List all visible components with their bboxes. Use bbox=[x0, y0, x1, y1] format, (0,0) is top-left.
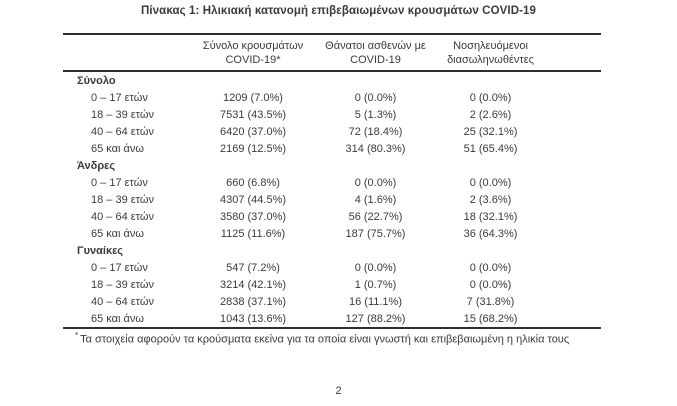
header-line: Σύνολο κρουσμάτων bbox=[202, 39, 304, 52]
data-table: Σύνολο κρουσμάτων COVID-19* Θάνατοι ασθε… bbox=[63, 33, 601, 329]
cell-cases: 1043 (13.6%) bbox=[219, 312, 287, 325]
cell-cases: 7531 (43.5%) bbox=[219, 108, 287, 121]
age-group-label: 65 και άνω bbox=[91, 142, 144, 155]
cell-intubated: 2 (2.6%) bbox=[469, 108, 512, 121]
cell-deaths: 56 (22.7%) bbox=[348, 210, 403, 223]
cell-deaths: 127 (88.2%) bbox=[345, 312, 406, 325]
cell-deaths: 314 (80.3%) bbox=[345, 142, 406, 155]
cell-intubated: 25 (32.1%) bbox=[463, 125, 518, 138]
cell-deaths: 72 (18.4%) bbox=[348, 125, 403, 138]
cell-deaths: 187 (75.7%) bbox=[345, 227, 406, 240]
table-footnote: * Τα στοιχεία αφορούν τα κρούσματα εκείνα… bbox=[63, 331, 623, 346]
header-line: Θάνατοι ασθενών με bbox=[325, 39, 426, 52]
cell-deaths: 0 (0.0%) bbox=[354, 91, 397, 104]
cell-intubated: 0 (0.0%) bbox=[469, 91, 512, 104]
table-row: 0 – 17 ετών 660 (6.8%) 0 (0.0%) 0 (0.0%) bbox=[63, 174, 601, 191]
column-header-total-cases: Σύνολο κρουσμάτων COVID-19* bbox=[183, 39, 323, 67]
table-row: 65 και άνω 1125 (11.6%) 187 (75.7%) 36 (… bbox=[63, 225, 601, 242]
cell-intubated: 0 (0.0%) bbox=[469, 278, 512, 291]
cell-cases: 2169 (12.5%) bbox=[219, 142, 287, 155]
age-group-label: 40 – 64 ετών bbox=[91, 125, 154, 138]
table-header-rule bbox=[63, 70, 601, 72]
table-row: 18 – 39 ετών 4307 (44.5%) 4 (1.6%) 2 (3.… bbox=[63, 191, 601, 208]
cell-intubated: 51 (65.4%) bbox=[463, 142, 518, 155]
age-group-label: 40 – 64 ετών bbox=[91, 210, 154, 223]
header-line: COVID-19* bbox=[225, 53, 281, 66]
age-group-label: 65 και άνω bbox=[91, 227, 144, 240]
table-header-row: Σύνολο κρουσμάτων COVID-19* Θάνατοι ασθε… bbox=[63, 35, 601, 70]
table-row: 40 – 64 ετών 6420 (37.0%) 72 (18.4%) 25 … bbox=[63, 123, 601, 140]
cell-intubated: 2 (3.6%) bbox=[469, 193, 512, 206]
cell-cases: 1209 (7.0%) bbox=[223, 91, 283, 104]
table-row: 0 – 17 ετών 547 (7.2%) 0 (0.0%) 0 (0.0%) bbox=[63, 259, 601, 276]
footnote-text: Τα στοιχεία αφορούν τα κρούσματα εκείνα … bbox=[80, 333, 570, 346]
age-group-label: 0 – 17 ετών bbox=[91, 176, 148, 189]
section-label: Σύνολο bbox=[77, 74, 116, 87]
age-group-label: 0 – 17 ετών bbox=[91, 261, 148, 274]
header-line: COVID-19 bbox=[350, 53, 401, 66]
age-group-label: 65 και άνω bbox=[91, 312, 144, 325]
table-bottom-rule bbox=[63, 327, 601, 329]
section-header-row: Σύνολο bbox=[63, 72, 601, 89]
footnote-asterisk: * bbox=[75, 331, 79, 340]
age-group-label: 0 – 17 ετών bbox=[91, 91, 148, 104]
section-label: Άνδρες bbox=[77, 159, 116, 172]
cell-cases: 547 (7.2%) bbox=[226, 261, 280, 274]
cell-deaths: 0 (0.0%) bbox=[354, 261, 397, 274]
table-row: 0 – 17 ετών 1209 (7.0%) 0 (0.0%) 0 (0.0%… bbox=[63, 89, 601, 106]
cell-deaths: 16 (11.1%) bbox=[349, 295, 402, 308]
cell-deaths: 0 (0.0%) bbox=[354, 176, 397, 189]
column-header-deaths: Θάνατοι ασθενών με COVID-19 bbox=[323, 39, 428, 67]
age-group-label: 18 – 39 ετών bbox=[91, 108, 154, 121]
table-row: 65 και άνω 1043 (13.6%) 127 (88.2%) 15 (… bbox=[63, 310, 601, 327]
header-line: Νοσηλευόμενοι bbox=[453, 39, 528, 52]
column-header-intubated: Νοσηλευόμενοι διασωληνωθέντες bbox=[428, 39, 553, 67]
table-row: 18 – 39 ετών 7531 (43.5%) 5 (1.3%) 2 (2.… bbox=[63, 106, 601, 123]
cell-intubated: 7 (31.8%) bbox=[466, 295, 515, 308]
section-header-row: Άνδρες bbox=[63, 157, 601, 174]
cell-cases: 3214 (42.1%) bbox=[219, 278, 287, 291]
age-group-label: 18 – 39 ετών bbox=[91, 278, 154, 291]
age-group-label: 40 – 64 ετών bbox=[91, 295, 154, 308]
cell-cases: 660 (6.8%) bbox=[226, 176, 280, 189]
cell-deaths: 4 (1.6%) bbox=[354, 193, 397, 206]
header-line: διασωληνωθέντες bbox=[447, 53, 534, 66]
cell-intubated: 0 (0.0%) bbox=[469, 261, 512, 274]
table-title: Πίνακας 1: Ηλικιακή κατανομή επιβεβαιωμέ… bbox=[140, 5, 537, 17]
section-header-row: Γυναίκες bbox=[63, 242, 601, 259]
page-number: 2 bbox=[335, 385, 342, 397]
table-row: 40 – 64 ετών 2838 (37.1%) 16 (11.1%) 7 (… bbox=[63, 293, 601, 310]
cell-cases: 4307 (44.5%) bbox=[219, 193, 287, 206]
cell-cases: 6420 (37.0%) bbox=[219, 125, 287, 138]
cell-cases: 3580 (37.0%) bbox=[219, 210, 287, 223]
table-row: 40 – 64 ετών 3580 (37.0%) 56 (22.7%) 18 … bbox=[63, 208, 601, 225]
cell-deaths: 1 (0.7%) bbox=[354, 278, 397, 291]
section-label: Γυναίκες bbox=[77, 244, 124, 257]
cell-intubated: 15 (68.2%) bbox=[463, 312, 518, 325]
table-row: 65 και άνω 2169 (12.5%) 314 (80.3%) 51 (… bbox=[63, 140, 601, 157]
cell-intubated: 0 (0.0%) bbox=[469, 176, 512, 189]
cell-deaths: 5 (1.3%) bbox=[354, 108, 397, 121]
cell-cases: 2838 (37.1%) bbox=[219, 295, 287, 308]
cell-cases: 1125 (11.6%) bbox=[220, 227, 286, 240]
age-group-label: 18 – 39 ετών bbox=[91, 193, 154, 206]
table-row: 18 – 39 ετών 3214 (42.1%) 1 (0.7%) 0 (0.… bbox=[63, 276, 601, 293]
cell-intubated: 18 (32.1%) bbox=[463, 210, 518, 223]
table-top-rule bbox=[63, 33, 601, 35]
cell-intubated: 36 (64.3%) bbox=[463, 227, 518, 240]
